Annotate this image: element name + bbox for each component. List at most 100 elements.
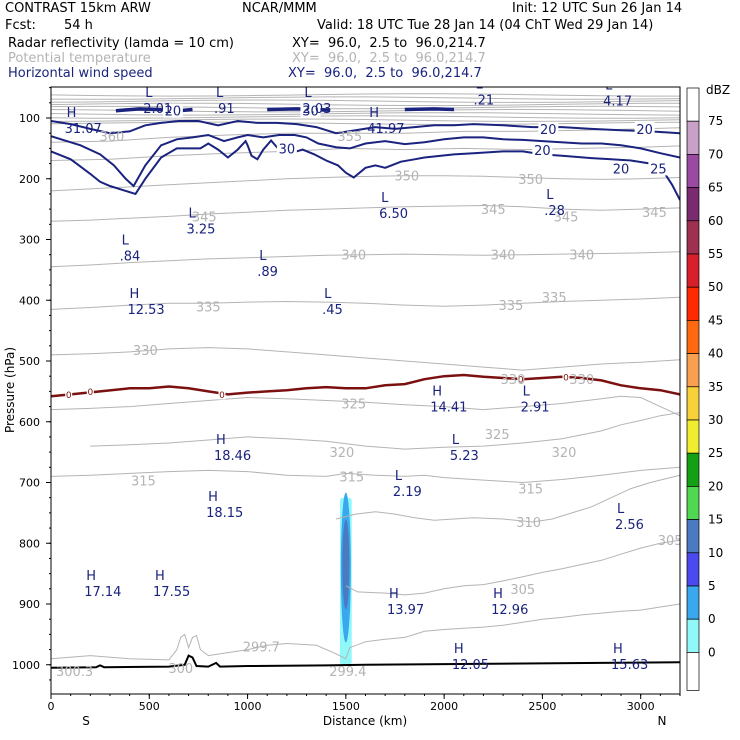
y-tick-label: 200 [19,173,40,186]
colorbar-cell [686,519,700,554]
extremum-value: .91 [214,102,235,117]
theta-label: 320 [552,446,577,461]
theta-contour-upper [51,102,680,107]
theta-contour-310 [335,474,680,523]
forecast-label: Fcst: [5,18,36,33]
wind-label-bg [634,121,655,136]
theta-label: 330 [501,373,526,388]
valid-time: Valid: 18 UTC Tue 28 Jan 14 (04 ChT Wed … [317,18,654,33]
theta-label: 330 [133,344,158,359]
theta-contour-upper [51,99,680,103]
freezing-label-bg [562,371,570,382]
high-marker: H [86,569,96,584]
colorbar-cell [686,253,700,288]
wind-label: 20 [165,105,182,120]
freezing-label-bg [517,374,525,385]
y-tick-label: 900 [19,598,40,611]
theta-label: 345 [642,206,667,221]
y-tick-label: 700 [19,477,40,490]
colorbar-label: 5 [708,579,716,593]
theta-label: 315 [339,470,364,485]
freezing-label-bg [218,389,226,400]
freezing-level-label: 0 [87,388,93,398]
colorbar-bottom-label: 0 [708,645,716,659]
colorbar-cell [686,585,700,620]
high-marker: H [613,642,623,657]
colorbar-cell [686,353,700,388]
extremum-value: 18.15 [206,506,243,521]
colorbar-cell [686,386,700,421]
wind-label-bg [162,103,183,118]
theta-label: 345 [554,210,579,225]
colorbar-label: 45 [708,313,723,327]
field-name-reflectivity: Radar reflectivity (lamda = 10 cm) [8,36,234,51]
theta-label: 345 [192,210,217,225]
extremum-value: 12.05 [452,658,489,673]
field-name-wind: Horizontal wind speed [8,66,153,81]
theta-label: 305 [510,583,535,598]
extremum-value: 4.17 [603,95,632,110]
high-marker: H [493,587,503,602]
colorbar-cell [686,419,700,454]
x-end-north: N [658,714,667,728]
colorbar-unit: dBZ [706,83,730,97]
y-tick-label: 1000 [12,659,40,672]
extremum-value: 14.41 [430,400,467,415]
init-time: Init: 12 UTC Sun 26 Jan 14 [512,1,683,16]
low-marker: L [546,188,554,203]
freezing-level-label: 0 [518,376,524,386]
wind-label-bg [532,143,553,158]
theta-label: 315 [518,483,543,498]
theta-label: 315 [131,475,156,490]
colorbar-cell [686,220,700,255]
low-marker: L [475,78,483,93]
y-tick-label: 300 [19,234,40,247]
freezing-label-bg [65,389,73,400]
theta-contour-upper [51,96,680,100]
theta-contour-upper [51,112,680,116]
theta-contour-320 [90,412,680,450]
extremum-value: .28 [544,204,565,219]
terrain-surface [51,654,680,669]
low-marker: L [381,191,389,206]
low-marker: L [304,86,312,101]
x-tick-label: 0 [48,700,55,713]
wind-label: 20 [636,123,653,138]
extremum-value: 31.07 [65,122,102,137]
field-xy-reflectivity: XY= 96.0, 2.5 to 96.0,214.7 [292,36,486,51]
low-marker: L [395,469,403,484]
colorbar-label: 75 [708,114,723,128]
wind-contour-30 [51,119,680,135]
field-name-theta: Potential temperature [8,51,151,66]
colorbar-cell-top [686,87,700,122]
theta-contours [51,93,680,661]
model-title: CONTRAST 15km ARW [5,1,151,16]
extremum-value: 18.46 [214,449,251,464]
theta-label: 350 [394,170,419,185]
high-marker: H [432,384,442,399]
colorbar-cell [686,452,700,487]
colorbar-cell-bottom [686,652,700,691]
x-tick-label: 3000 [627,700,655,713]
high-marker: H [454,642,464,657]
colorbar-cell [686,486,700,520]
theta-label: 355 [337,130,362,145]
high-marker: H [67,106,77,121]
colorbar-cell [686,154,700,188]
wind-label: 30 [302,105,319,120]
colorbar-label: 30 [708,413,723,427]
colorbar-label: 50 [708,280,723,294]
extremum-value: 13.97 [387,603,424,618]
theta-label: 299.7 [243,641,280,656]
x-tick-label: 2000 [430,700,458,713]
low-marker: L [122,234,130,249]
colorbar-label: 60 [708,214,723,228]
theta-contour-upper [51,115,680,119]
freezing-label-bg [86,386,94,397]
theta-label: 310 [516,516,541,531]
colorbar-cell [686,320,700,354]
extremum-value: 2.19 [393,485,422,500]
theta-label: 299.4 [329,665,366,680]
extremum-value: 15.63 [611,658,648,673]
wind-label: 20 [613,162,630,177]
